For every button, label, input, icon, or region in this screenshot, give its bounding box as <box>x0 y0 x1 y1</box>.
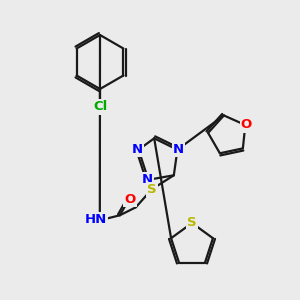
Text: O: O <box>124 193 136 206</box>
Text: S: S <box>147 183 157 196</box>
Text: HN: HN <box>85 213 107 226</box>
Text: Cl: Cl <box>93 100 107 113</box>
Text: S: S <box>187 217 197 230</box>
Text: N: N <box>132 143 143 156</box>
Text: O: O <box>241 118 252 131</box>
Text: N: N <box>173 143 184 156</box>
Text: N: N <box>142 173 153 186</box>
